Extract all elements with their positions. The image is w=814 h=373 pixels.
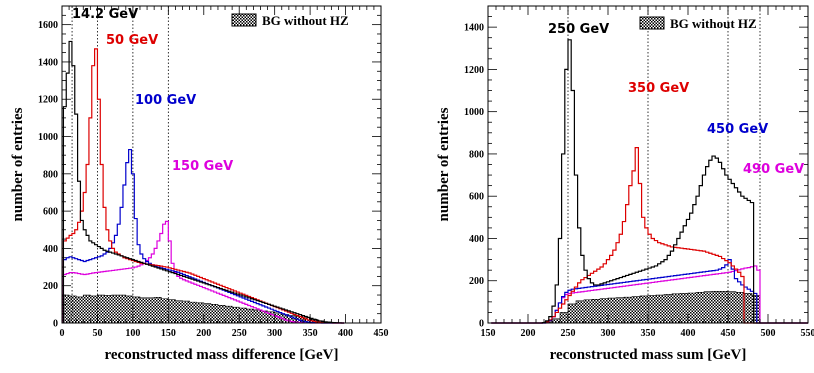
x-tick-label: 250 (561, 328, 576, 339)
y-tick-label: 0 (53, 319, 58, 330)
series-label-350-gev: 350 GeV (628, 81, 689, 96)
legend-label-bg: BG without HZ (262, 13, 349, 28)
y-tick-label: 1600 (38, 20, 58, 31)
x-tick-label: 300 (267, 328, 282, 339)
chart-panel-left: 0 50 100 150 200 250 300 350 400 450 0 200 400 600 800… (10, 6, 389, 363)
x-tick-label: 300 (601, 328, 616, 339)
series-labels-left: 14.2 GeV 50 GeV 100 GeV 150 GeV (72, 7, 233, 174)
x-tick-label: 500 (761, 328, 776, 339)
y-tick-label: 800 (469, 149, 484, 160)
legend-swatch-bg (232, 14, 256, 26)
y-tick-label: 600 (43, 207, 58, 218)
y-tick-label: 800 (43, 169, 58, 180)
y-tick-label: 0 (479, 319, 484, 330)
background-histogram (544, 291, 768, 323)
y-tick-label: 600 (469, 192, 484, 203)
y-tick-label: 1200 (38, 95, 58, 106)
y-tick-label: 1200 (464, 65, 484, 76)
series-label-150-gev: 150 GeV (172, 159, 233, 174)
x-tick-label: 150 (161, 328, 176, 339)
x-tick-label: 250 (232, 328, 247, 339)
x-tick-label: 400 (681, 328, 696, 339)
y-tick-label: 1000 (464, 107, 484, 118)
x-tick-label: 450 (721, 328, 736, 339)
y-tick-label: 400 (43, 244, 58, 255)
y-tick-label: 200 (43, 281, 58, 292)
x-tick-label: 100 (125, 328, 140, 339)
series-labels-right: 250 GeV 350 GeV 450 GeV 490 GeV (548, 22, 804, 177)
x-tick-label: 200 (521, 328, 536, 339)
x-tick-label: 350 (641, 328, 656, 339)
legend-label-bg: BG without HZ (670, 16, 757, 31)
series-label-14-2-gev: 14.2 GeV (72, 7, 138, 22)
x-tick-label: 550 (801, 328, 814, 339)
x-tick-label: 450 (374, 328, 389, 339)
x-axis-title-right: reconstructed mass sum [GeV] (550, 347, 747, 363)
legend-swatch-bg (640, 17, 664, 29)
y-axis-title-left: number of entries (10, 107, 26, 221)
series-label-250-gev: 250 GeV (548, 22, 609, 37)
x-axis-title-left: reconstructed mass difference [GeV] (105, 347, 339, 363)
series-line-14-2-gev (63, 41, 344, 323)
x-tick-label: 50 (92, 328, 102, 339)
y-axis-title-right: number of entries (436, 107, 452, 221)
legend-left: BG without HZ (232, 13, 349, 28)
x-tick-label: 150 (481, 328, 496, 339)
series-label-490-gev: 490 GeV (743, 162, 804, 177)
y-tick-label: 1400 (464, 23, 484, 34)
y-tick-label: 1400 (38, 57, 58, 68)
chart-panel-right: 150 200 250 300 350 400 450 500 550 0 200 400 600 800… (436, 6, 814, 363)
series-label-450-gev: 450 GeV (707, 122, 768, 137)
legend-right: BG without HZ (640, 16, 757, 31)
y-tick-label: 1000 (38, 132, 58, 143)
x-tick-label: 400 (338, 328, 353, 339)
y-tick-label: 400 (469, 234, 484, 245)
series-label-100-gev: 100 GeV (135, 93, 196, 108)
x-tick-label: 200 (196, 328, 211, 339)
y-tick-label: 200 (469, 276, 484, 287)
x-tick-label: 0 (60, 328, 65, 339)
series-label-50-gev: 50 GeV (106, 33, 158, 48)
x-tick-label: 350 (303, 328, 318, 339)
